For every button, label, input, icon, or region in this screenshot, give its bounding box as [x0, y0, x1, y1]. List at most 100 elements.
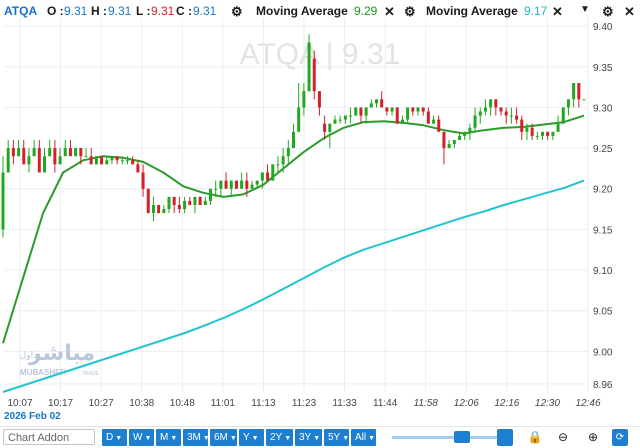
candle[interactable]	[307, 34, 311, 92]
candle[interactable]	[286, 139, 290, 165]
candle[interactable]	[364, 107, 368, 124]
candle[interactable]	[120, 156, 124, 165]
candle[interactable]	[437, 115, 441, 132]
candle[interactable]	[489, 99, 493, 116]
candle[interactable]	[110, 156, 114, 165]
candle[interactable]	[416, 107, 420, 116]
candle[interactable]	[541, 131, 544, 140]
candle[interactable]	[100, 156, 104, 165]
candle[interactable]	[17, 139, 21, 157]
candle[interactable]	[58, 148, 62, 165]
candle[interactable]	[234, 180, 238, 189]
candle[interactable]	[566, 99, 570, 116]
candle[interactable]	[151, 196, 155, 222]
candle[interactable]	[582, 99, 586, 101]
candle[interactable]	[375, 99, 378, 108]
candle[interactable]	[255, 180, 259, 189]
candle[interactable]	[260, 172, 264, 189]
candle[interactable]	[115, 156, 119, 165]
candle[interactable]	[53, 139, 57, 173]
candle[interactable]	[6, 139, 10, 173]
candle[interactable]	[483, 99, 487, 116]
period-button-w[interactable]: W ▼	[129, 429, 154, 446]
candle[interactable]	[271, 164, 275, 181]
candle[interactable]	[463, 131, 467, 140]
candle[interactable]	[209, 188, 212, 205]
candle[interactable]	[406, 107, 410, 124]
candle[interactable]	[380, 91, 384, 108]
candle[interactable]	[146, 188, 150, 214]
candle[interactable]	[556, 115, 560, 132]
candle[interactable]	[572, 83, 576, 108]
chart-settings-gear-icon[interactable]: ⚙	[602, 4, 614, 19]
lock-icon[interactable]: 🔒	[527, 430, 543, 444]
candle[interactable]	[302, 83, 306, 116]
candle[interactable]	[27, 148, 31, 173]
period-button-d[interactable]: D ▼	[102, 429, 127, 446]
candle[interactable]	[1, 156, 5, 238]
candle[interactable]	[281, 148, 285, 173]
candle[interactable]	[105, 156, 109, 165]
candle[interactable]	[395, 107, 399, 124]
zoom-in-icon[interactable]: ⊕	[587, 430, 599, 444]
candle[interactable]	[499, 107, 503, 116]
candle[interactable]	[157, 205, 161, 214]
candle[interactable]	[577, 83, 581, 108]
candle[interactable]	[276, 156, 280, 173]
candle[interactable]	[188, 196, 192, 205]
candle[interactable]	[74, 148, 78, 157]
candle[interactable]	[385, 107, 389, 116]
zoom-out-icon[interactable]: ⊖	[557, 430, 569, 444]
candle[interactable]	[504, 107, 508, 124]
candle[interactable]	[432, 115, 436, 124]
zoom-slider-handle[interactable]	[497, 429, 513, 446]
candle[interactable]	[198, 196, 202, 205]
candle[interactable]	[323, 115, 327, 140]
candle[interactable]	[183, 196, 187, 214]
period-button-y[interactable]: Y ▼	[239, 429, 264, 446]
candle[interactable]	[333, 115, 337, 124]
candle[interactable]	[224, 172, 228, 189]
candle[interactable]	[530, 123, 534, 140]
candle[interactable]	[172, 196, 176, 214]
candle[interactable]	[421, 107, 425, 116]
candle[interactable]	[478, 107, 482, 124]
candle[interactable]	[561, 107, 565, 124]
candle[interactable]	[354, 107, 358, 116]
candle[interactable]	[400, 115, 404, 124]
period-button-all[interactable]: All ▼	[351, 429, 376, 446]
candle[interactable]	[131, 156, 135, 165]
candle[interactable]	[214, 180, 218, 197]
candle[interactable]	[219, 180, 223, 197]
candle[interactable]	[473, 107, 477, 132]
candle[interactable]	[369, 99, 373, 108]
candle[interactable]	[162, 205, 166, 214]
ma2-close-icon[interactable]: ✕	[552, 4, 563, 19]
candle[interactable]	[411, 107, 415, 116]
candle[interactable]	[126, 156, 129, 165]
candle[interactable]	[136, 160, 140, 173]
candle[interactable]	[245, 172, 249, 197]
candle[interactable]	[89, 148, 93, 165]
candle[interactable]	[94, 156, 98, 165]
candle[interactable]	[515, 107, 519, 124]
candle[interactable]	[63, 139, 67, 157]
candle[interactable]	[37, 139, 41, 173]
candle[interactable]	[551, 131, 555, 140]
candle[interactable]	[312, 50, 316, 100]
candle[interactable]	[317, 91, 321, 116]
legend-collapse-icon[interactable]: ▼	[580, 4, 590, 15]
candle[interactable]	[193, 196, 197, 214]
zoom-slider-track[interactable]	[392, 436, 512, 439]
candle[interactable]	[390, 107, 394, 116]
period-button-2y[interactable]: 2Y ▼	[266, 429, 293, 446]
period-button-6m[interactable]: 6M ▼	[210, 429, 237, 446]
candle[interactable]	[167, 196, 171, 214]
candle[interactable]	[141, 164, 145, 197]
period-button-m[interactable]: M ▼	[156, 429, 181, 446]
candle[interactable]	[447, 139, 451, 149]
candle[interactable]	[11, 139, 15, 165]
candle[interactable]	[32, 139, 36, 157]
candle[interactable]	[520, 115, 524, 140]
